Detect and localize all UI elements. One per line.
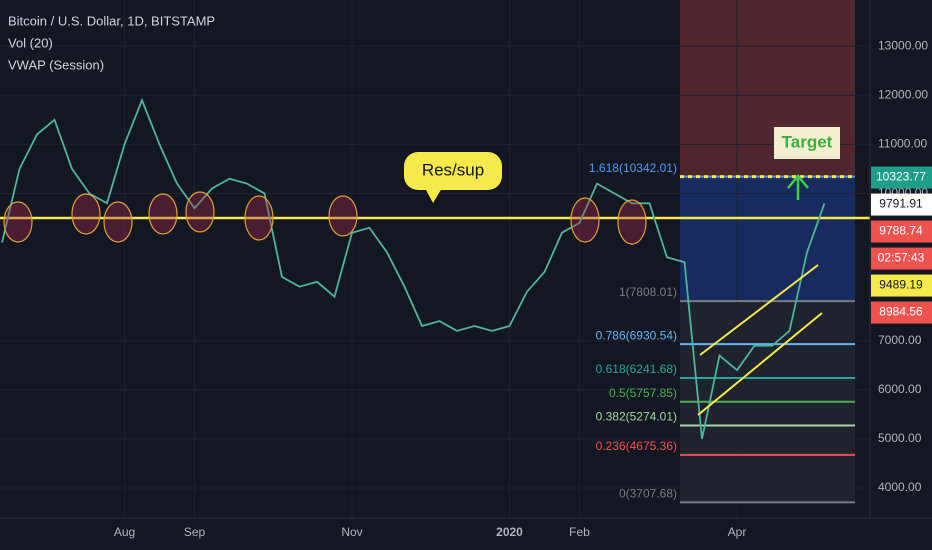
circle	[570, 197, 600, 243]
price-tag-label: 9788.74	[879, 224, 923, 238]
target-arrow	[787, 174, 809, 200]
price-tag	[871, 274, 932, 297]
circle	[617, 199, 647, 245]
price-tag-label: 10323.77	[876, 170, 926, 184]
y-tick-label: 7000.00	[878, 333, 922, 347]
x-tick-label: Nov	[341, 525, 362, 539]
y-tick-label: 12000.00	[878, 87, 928, 101]
price-line	[1, 97, 826, 440]
circle	[71, 193, 101, 235]
profit-zone	[680, 176, 855, 302]
x-tick-label: 2020	[496, 525, 523, 539]
fib-label: 0.382(5274.01)	[596, 410, 677, 424]
price-tag-label: 9791.91	[879, 197, 923, 211]
bubble-tail	[425, 188, 442, 203]
bubble	[404, 152, 502, 190]
price-tag-label: 02:57:43	[878, 251, 925, 265]
channel	[697, 264, 823, 416]
x-tick-label: Aug	[114, 525, 135, 539]
arrow-head	[787, 174, 809, 189]
x-tick-label: Feb	[569, 525, 590, 539]
y-tick-label: 6000.00	[878, 382, 922, 396]
circle	[244, 195, 274, 241]
y-tick-label: 4000.00	[878, 480, 922, 494]
fib-label: 0(3707.68)	[619, 487, 677, 501]
price-tag	[871, 301, 932, 324]
price-tag	[871, 166, 932, 189]
fib-label: 0.236(4675.36)	[596, 439, 677, 453]
circle	[328, 195, 358, 237]
chart-title: Bitcoin / U.S. Dollar, 1D, BITSTAMP	[8, 13, 215, 28]
annotation: Target	[782, 132, 833, 151]
circle	[3, 201, 33, 243]
price-tag	[871, 247, 932, 270]
fib-label: 1.618(10342.01)	[589, 161, 677, 175]
price-tag	[871, 220, 932, 243]
price-tag-label: 9489.19	[879, 278, 923, 292]
y-tick-label: 11000.00	[878, 137, 927, 151]
fib-label: 0.5(5757.85)	[609, 386, 677, 400]
fib-label: 1(7808.01)	[619, 285, 677, 299]
position-zones	[680, 0, 855, 503]
annotation: Res/sup	[422, 160, 484, 179]
circle	[185, 191, 215, 233]
price-tag-label: 8984.56	[879, 305, 923, 319]
y-tick-label: 5000.00	[878, 431, 922, 445]
indicator: Vol (20)	[8, 35, 53, 50]
circle	[148, 193, 178, 235]
x-tick-label: Sep	[184, 525, 206, 539]
res-sup-bubble: Res/sup	[404, 152, 502, 203]
labels: 4000.005000.006000.007000.0010000.001100…	[114, 38, 932, 539]
price-tag	[871, 193, 932, 216]
touch-circles	[3, 191, 647, 245]
y-tick-label: 13000.00	[878, 38, 928, 52]
x-tick-label: Apr	[728, 525, 747, 539]
indicator: VWAP (Session)	[8, 57, 104, 72]
circle	[103, 201, 133, 243]
plot	[0, 97, 870, 504]
fib-label: 0.786(6930.54)	[596, 328, 677, 342]
target-bg	[774, 127, 840, 159]
channel-line	[699, 264, 819, 356]
channel-line	[697, 312, 823, 416]
target-box: Target	[774, 127, 840, 159]
fib-label: 0.618(6241.68)	[596, 362, 677, 376]
